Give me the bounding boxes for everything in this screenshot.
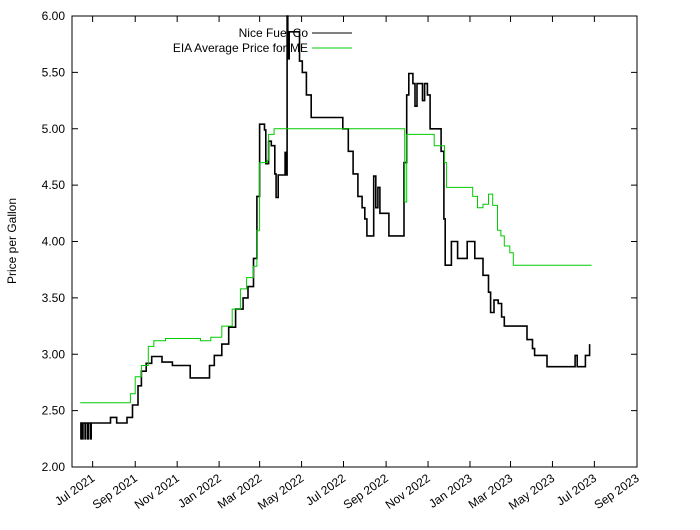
legend-label: EIA Average Price for ME xyxy=(173,41,308,55)
y-tick-label: 2.00 xyxy=(42,460,66,474)
y-tick-label: 3.50 xyxy=(42,291,66,305)
y-tick-label: 5.50 xyxy=(42,65,66,79)
y-axis: 2.00 2.50 3.00 3.50 4.00 4.50 5.00 5.50 6.00 xyxy=(42,9,637,474)
y-tick-label: 4.50 xyxy=(42,178,66,192)
series-line-0 xyxy=(80,15,591,440)
legend-label: Nice Fuel Co xyxy=(239,26,309,40)
y-tick-label: 2.50 xyxy=(42,404,66,418)
y-tick-label: 4.00 xyxy=(42,235,66,249)
y-axis-label: Price per Gallon xyxy=(5,198,19,284)
series-layer xyxy=(80,15,592,440)
y-tick-label: 6.00 xyxy=(42,9,66,23)
y-tick-label: 3.00 xyxy=(42,347,66,361)
series-line-1 xyxy=(80,128,592,404)
y-tick-label: 5.00 xyxy=(42,122,66,136)
